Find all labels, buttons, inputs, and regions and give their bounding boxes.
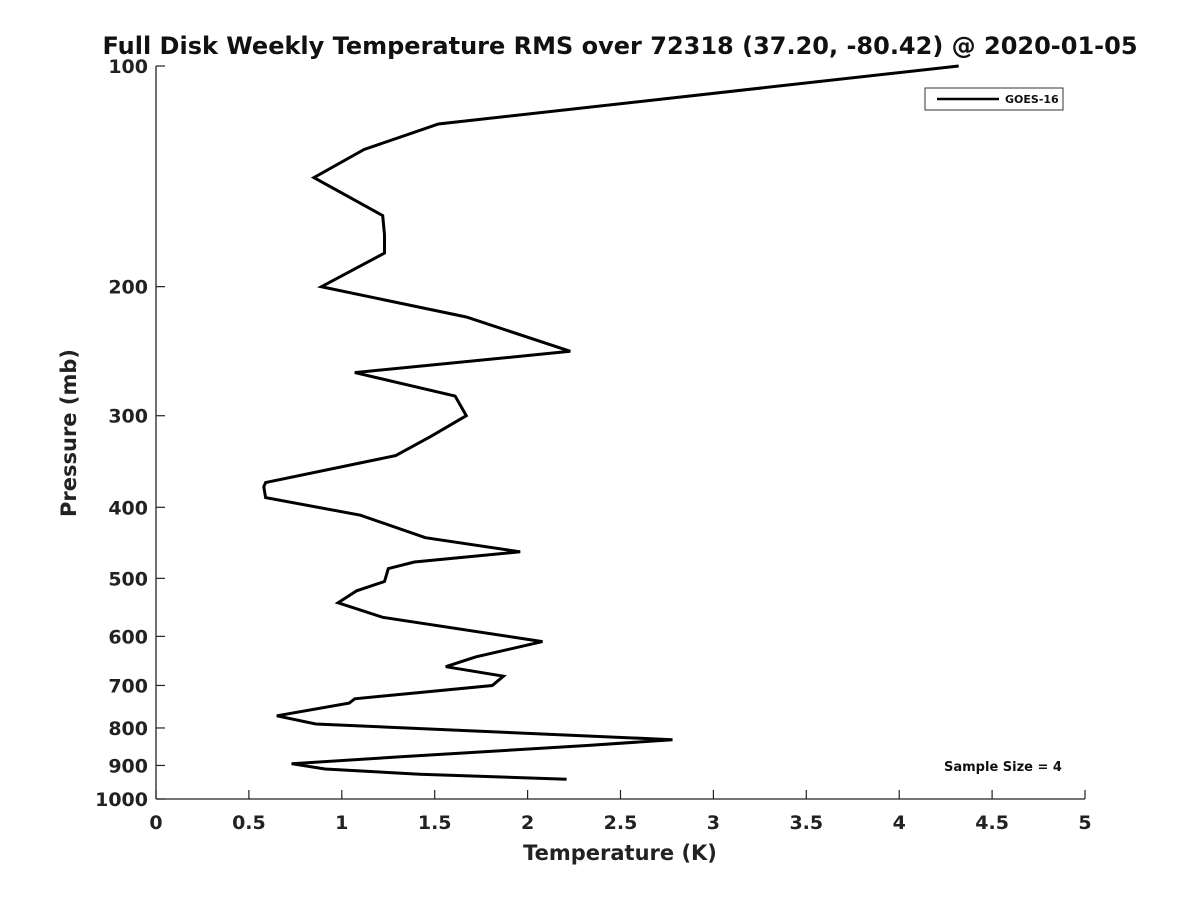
y-tick-label: 200 [108, 277, 148, 299]
y-axis-label: Pressure (mb) [57, 349, 81, 517]
series-line-goes-16 [262, 64, 959, 781]
y-tick-label: 800 [108, 718, 148, 740]
legend-entry-goes-16: GOES-16 [1005, 93, 1059, 106]
x-tick-label: 3.5 [789, 812, 823, 834]
y-tick-label: 1000 [95, 789, 148, 811]
x-tick-label: 0 [149, 812, 162, 834]
y-tick-label: 400 [108, 497, 148, 519]
y-tick-label: 600 [108, 626, 148, 648]
x-axis-ticks: 0 0.5 1 1.5 2 2.5 3 3.5 4 4.5 5 [149, 790, 1092, 834]
x-tick-label: 4 [893, 812, 906, 834]
y-tick-label: 100 [108, 56, 148, 78]
x-tick-label: 5 [1078, 812, 1091, 834]
y-tick-label: 700 [108, 675, 148, 697]
y-tick-label: 900 [108, 755, 148, 777]
series-layer [262, 64, 959, 781]
y-tick-label: 300 [108, 406, 148, 428]
legend: GOES-16 [924, 87, 1064, 111]
x-tick-label: 2 [521, 812, 534, 834]
x-tick-label: 1.5 [418, 812, 452, 834]
chart-title: Full Disk Weekly Temperature RMS over 72… [102, 32, 1137, 60]
x-tick-label: 0.5 [232, 812, 266, 834]
x-tick-label: 1 [335, 812, 348, 834]
y-axis-ticks: 100 200 300 400 500 600 700 800 900 1000 [95, 56, 165, 811]
x-tick-label: 3 [707, 812, 720, 834]
x-tick-label: 4.5 [975, 812, 1009, 834]
sample-size-annotation: Sample Size = 4 [944, 760, 1062, 775]
y-tick-label: 500 [108, 568, 148, 590]
x-axis-label: Temperature (K) [523, 841, 717, 865]
plot-area [155, 66, 1085, 800]
x-tick-label: 2.5 [604, 812, 638, 834]
